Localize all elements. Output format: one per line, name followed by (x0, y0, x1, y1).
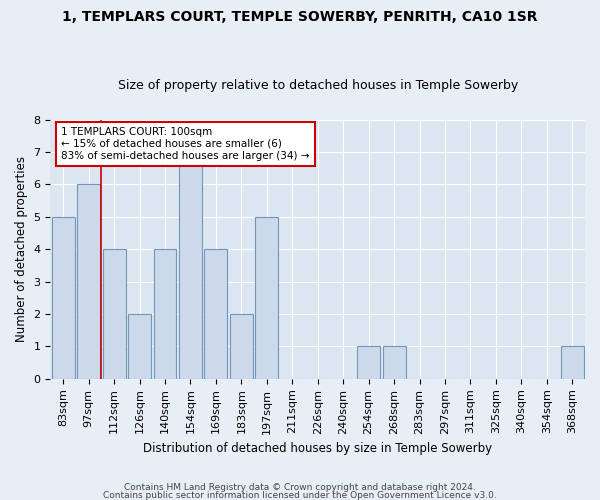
Text: Contains public sector information licensed under the Open Government Licence v3: Contains public sector information licen… (103, 490, 497, 500)
Bar (52, 217, 74, 379)
Bar (230, 314, 253, 379)
Bar (77, 184, 100, 379)
Bar (128, 314, 151, 379)
Y-axis label: Number of detached properties: Number of detached properties (15, 156, 28, 342)
Bar (154, 249, 176, 379)
Bar (383, 346, 406, 379)
Bar (357, 346, 380, 379)
X-axis label: Distribution of detached houses by size in Temple Sowerby: Distribution of detached houses by size … (143, 442, 492, 455)
Text: 1, TEMPLARS COURT, TEMPLE SOWERBY, PENRITH, CA10 1SR: 1, TEMPLARS COURT, TEMPLE SOWERBY, PENRI… (62, 10, 538, 24)
Text: Contains HM Land Registry data © Crown copyright and database right 2024.: Contains HM Land Registry data © Crown c… (124, 484, 476, 492)
Text: 1 TEMPLARS COURT: 100sqm
← 15% of detached houses are smaller (6)
83% of semi-de: 1 TEMPLARS COURT: 100sqm ← 15% of detach… (61, 128, 310, 160)
Title: Size of property relative to detached houses in Temple Sowerby: Size of property relative to detached ho… (118, 79, 518, 92)
Bar (103, 249, 125, 379)
Bar (179, 152, 202, 379)
Bar (205, 249, 227, 379)
Bar (256, 217, 278, 379)
Bar (561, 346, 584, 379)
